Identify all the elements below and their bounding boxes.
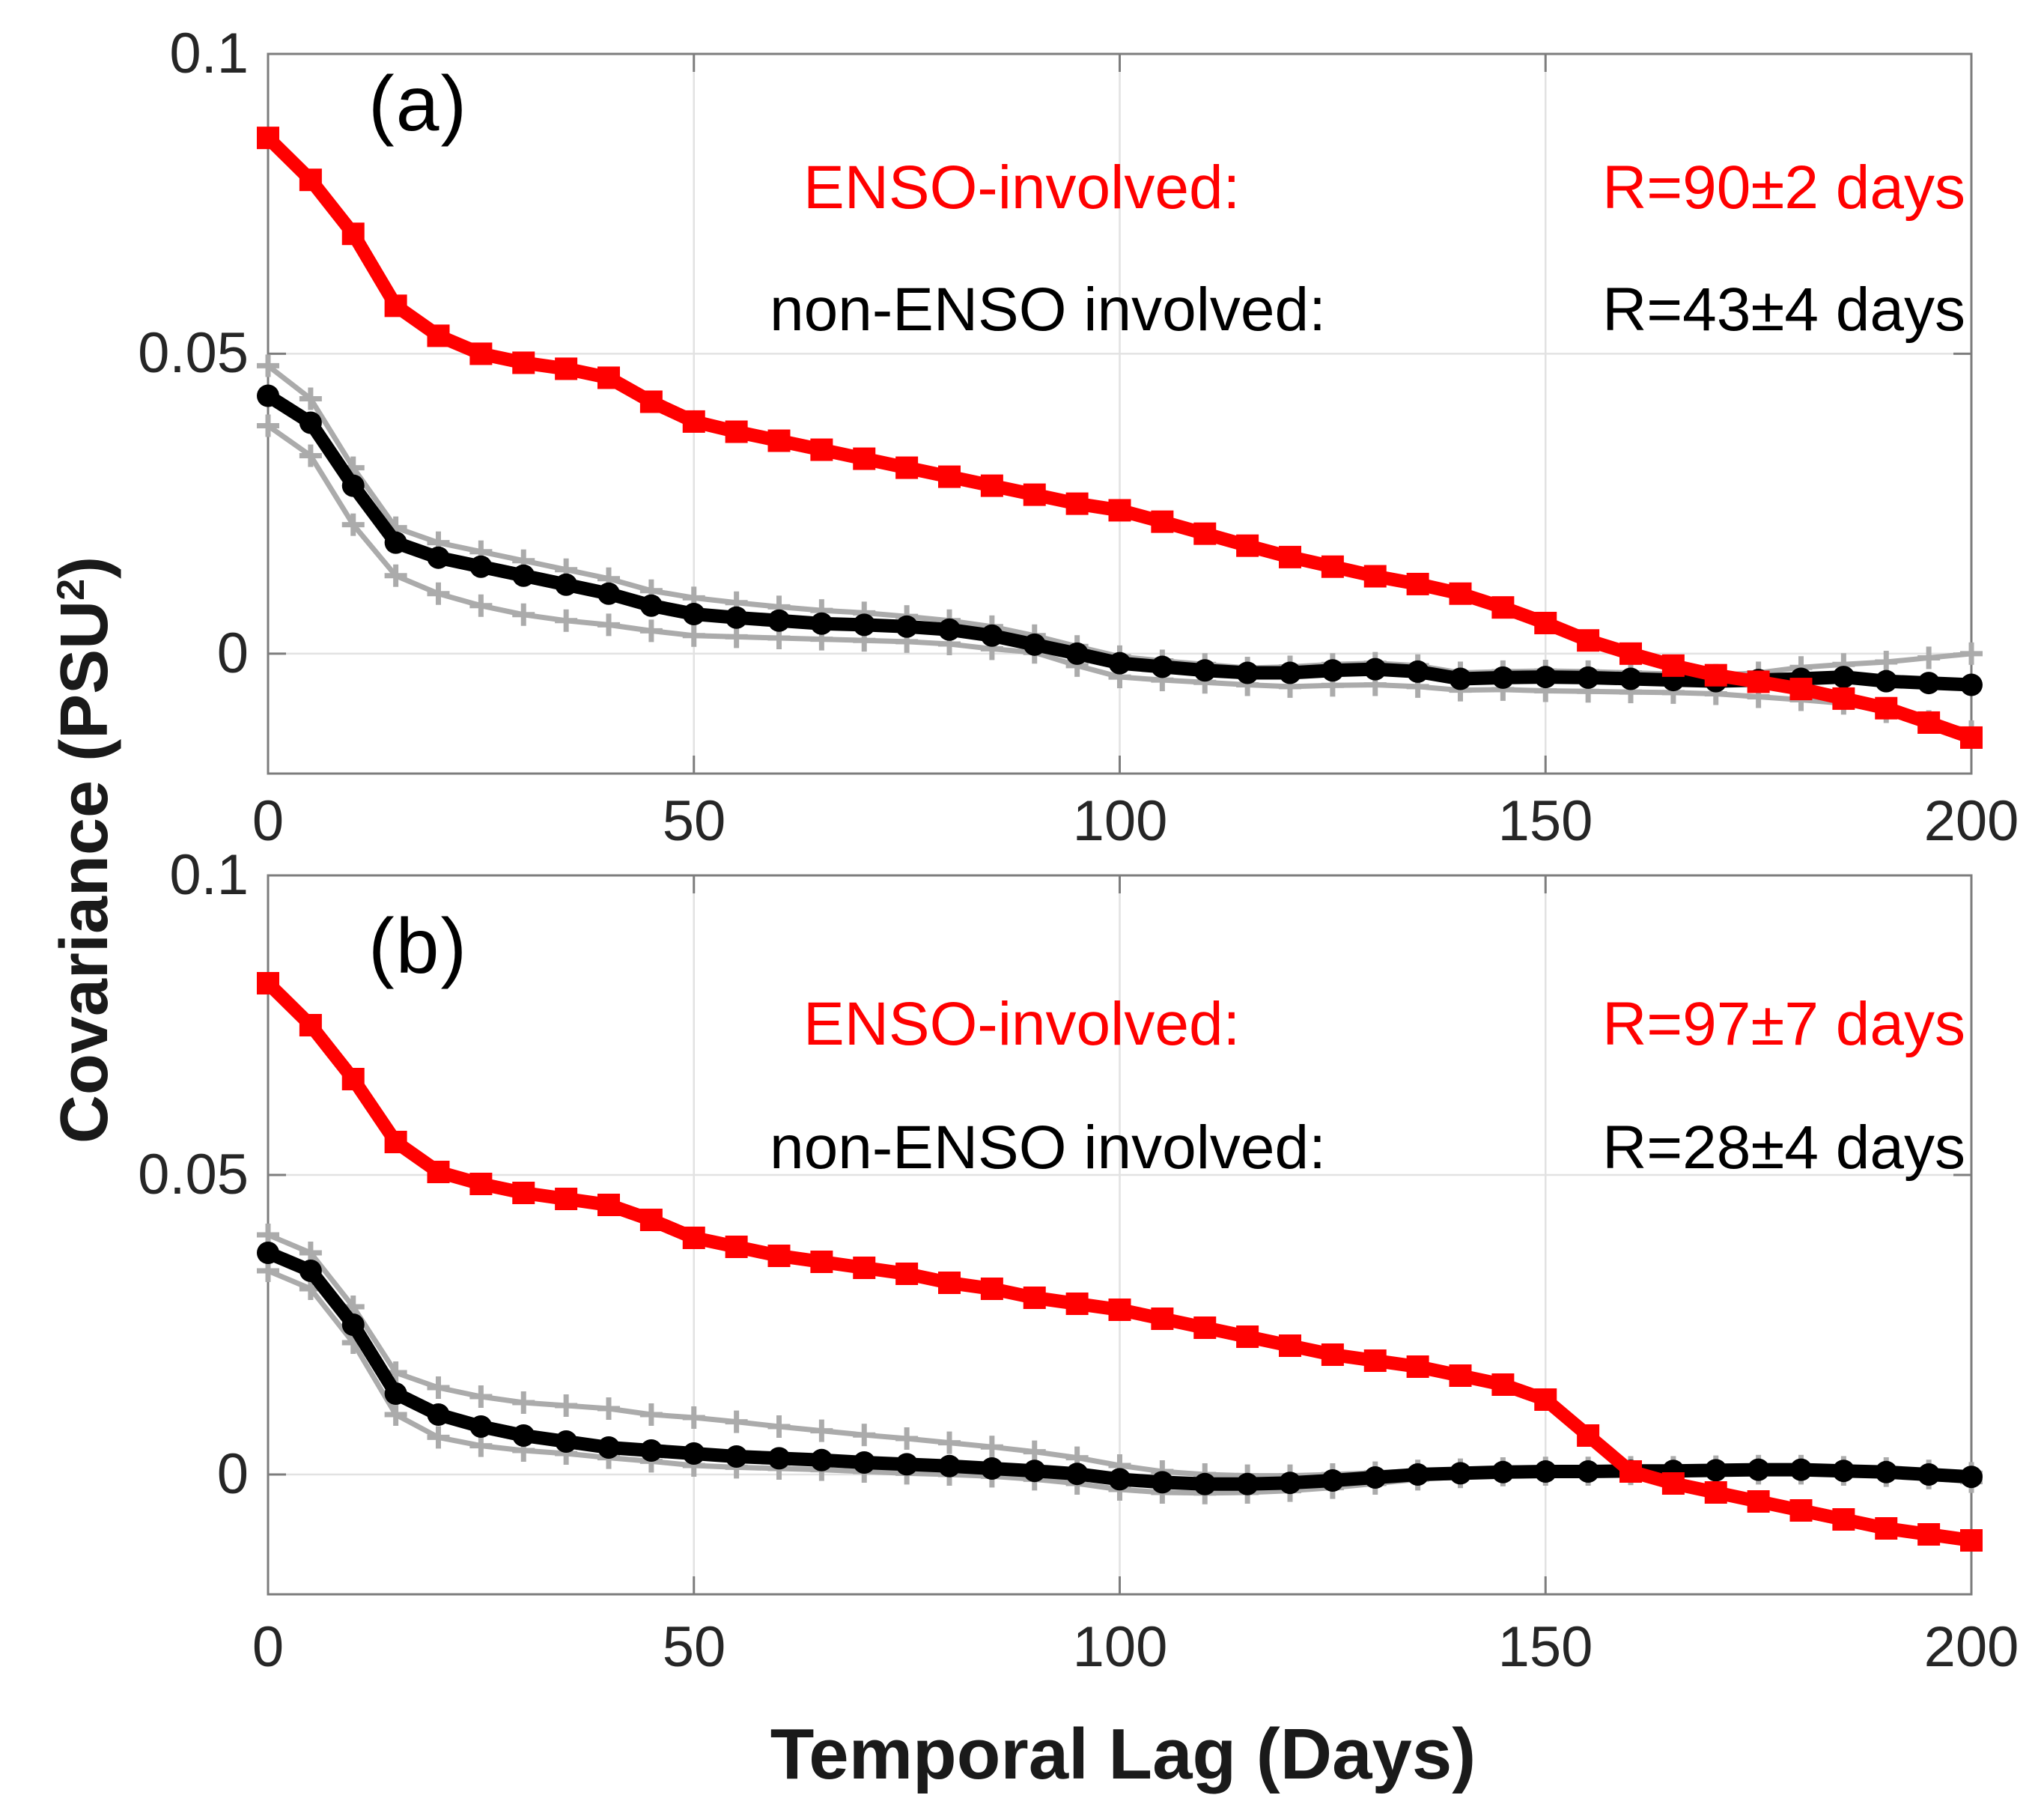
panel-a-ytick-0.05: 0.05 — [138, 321, 249, 385]
panel-b-ytick-0: 0 — [216, 1442, 249, 1506]
x-axis-label: Temporal Lag (Days) — [770, 1714, 1476, 1794]
panel-a-non-enso-r-value: R=43±4 days — [1602, 276, 1965, 344]
panel-b-xtick-200: 200 — [1923, 1615, 2019, 1679]
panel-a-xtick-0: 0 — [252, 789, 285, 853]
panel-b-non-enso-label: non-ENSO involved: — [770, 1114, 1326, 1182]
panel-a-label: (a) — [368, 61, 469, 148]
y-axis-label-close: ) — [47, 556, 122, 579]
panel-b-xtick-150: 150 — [1497, 1615, 1593, 1679]
panel-b-non-enso-legend: non-ENSO involved: R=28±4 days — [770, 1105, 1965, 1191]
panel-b-xtick-0: 0 — [252, 1615, 285, 1679]
panel-b-xtick-50: 50 — [662, 1615, 726, 1679]
y-axis-label-superscript: 2 — [49, 578, 93, 601]
panel-a-non-enso-legend: non-ENSO involved: R=43±4 days — [770, 267, 1965, 353]
panel-a-enso-legend: ENSO-involved: R=90±2 days — [770, 145, 1965, 231]
panel-b-label: (b) — [368, 903, 469, 990]
panel-a-ytick-0.1: 0.1 — [169, 22, 249, 85]
panel-a-non-enso-label: non-ENSO involved: — [770, 276, 1326, 344]
panel-b-non-enso-r-value: R=28±4 days — [1602, 1114, 1965, 1182]
panel-a-enso-label: ENSO-involved: — [803, 154, 1241, 222]
panel-a-xtick-50: 50 — [662, 789, 726, 853]
panel-a-enso-r-value: R=90±2 days — [1602, 154, 1965, 222]
panel-b-enso-r-value: R=97±7 days — [1602, 990, 1965, 1058]
panel-b-ytick-0.05: 0.05 — [138, 1143, 249, 1206]
panel-b-xtick-100: 100 — [1072, 1615, 1168, 1679]
panel-a-xtick-100: 100 — [1072, 789, 1168, 853]
panel-b-ytick-0.1: 0.1 — [169, 843, 249, 907]
panel-a-xtick-150: 150 — [1497, 789, 1593, 853]
panel-b-enso-label: ENSO-involved: — [803, 990, 1241, 1058]
panel-b-enso-legend: ENSO-involved: R=97±7 days — [770, 982, 1965, 1067]
panel-a-ytick-0: 0 — [216, 622, 249, 685]
panel-a-xtick-200: 200 — [1923, 789, 2019, 853]
